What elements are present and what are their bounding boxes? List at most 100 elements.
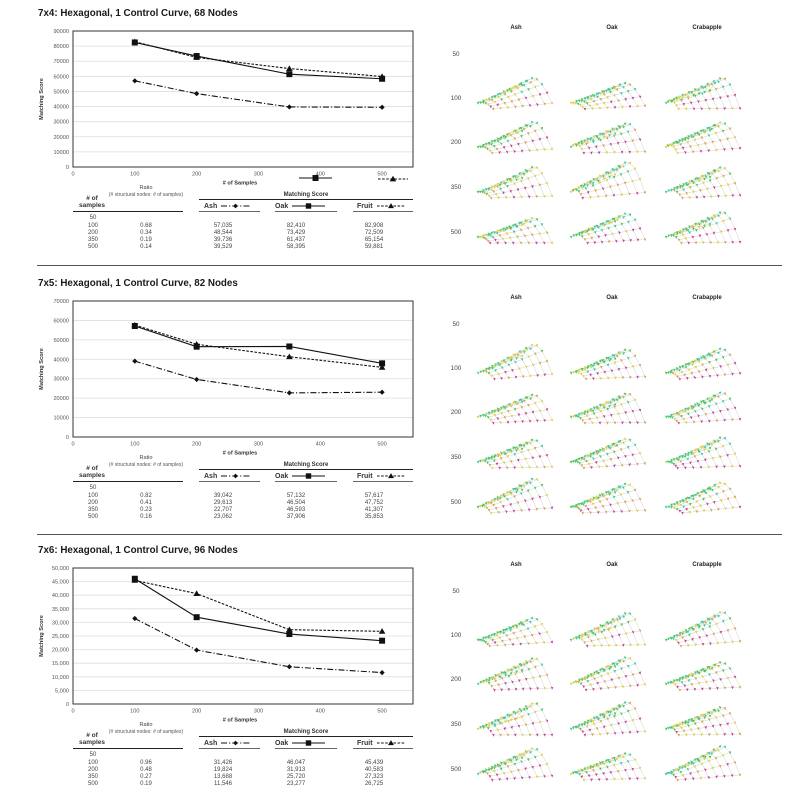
mesh-node-glyph [586,765,590,770]
mesh-node-glyph [596,372,599,376]
mesh-node-glyph [525,79,529,83]
mesh-node-glyph [575,504,578,507]
mesh-node-glyph [478,235,482,239]
mesh-node-glyph [592,457,595,461]
mesh-node-glyph [609,771,613,775]
mesh-node-glyph [578,231,581,235]
mesh-node-glyphs [476,702,554,737]
mesh-node-glyph [499,451,503,455]
mesh-node-glyph [681,630,685,634]
mesh-node-glyph [577,189,581,193]
mesh-node-glyph [608,446,611,450]
column-header-label: Fruit [357,739,373,747]
mesh-node-glyph [580,723,584,727]
mesh-node-glyph [514,687,518,691]
mesh-node-glyph [495,147,499,151]
mesh-node-glyph [672,188,676,192]
matching-score-header: Matching Score [283,191,329,198]
mesh-node-glyph [617,98,620,103]
mesh-node-glyph [692,673,695,677]
mesh-node-glyph [621,684,625,689]
mesh-node-glyph [688,180,691,184]
mesh-node-glyph [524,365,528,369]
header-rule [73,481,183,482]
mesh-node-glyph [704,491,708,495]
mesh-node-glyph [540,223,544,227]
mesh-node-glyph [602,762,606,766]
mesh-node-glyph [681,146,685,150]
mesh-node-glyph [578,103,582,107]
mesh-node-glyph [520,488,524,492]
mesh-node-glyph [707,759,711,763]
mesh-node-glyph [677,733,680,737]
mesh-node-glyph [482,639,486,643]
mesh-node-glyph [523,499,527,503]
mesh-node-glyph [511,625,515,629]
mesh-node-glyph [514,666,517,670]
mesh-node-glyph [501,639,504,643]
mesh-node-glyph [606,444,610,449]
mesh-node-glyph [706,82,709,86]
mesh-node-glyph [495,773,499,777]
mesh-node-glyph [633,488,637,492]
mesh-node-glyph [631,409,635,413]
mesh-node-glyph [491,107,495,111]
mesh-node-glyph [689,728,693,732]
column-header-label: Oak [275,739,289,747]
mesh-node-glyph [520,176,524,180]
cell-samples: 350 [87,774,99,780]
symbol-marker [233,740,239,746]
cell-oak: 73,429 [286,230,306,237]
mesh-node-glyph [703,448,706,452]
mesh-node-glyph [506,758,509,762]
mesh-node-glyph [519,241,523,245]
mesh-node-glyph [623,212,627,216]
mesh-render-thumbnail [569,81,647,111]
mesh-node-glyph [485,98,488,102]
mesh-node-glyph [487,508,491,512]
mesh-node-glyph [599,403,602,407]
mesh-node-glyph [583,733,587,737]
y-tick-label: 20,000 [52,648,69,654]
mesh-node-glyph [583,721,587,725]
mesh-node-glyphs [476,747,554,782]
mesh-node-glyphs [664,211,742,245]
mesh-node-glyph [509,503,512,507]
mesh-node-glyph [489,418,492,422]
mesh-node-glyph [633,662,637,666]
mesh-node-glyph [577,185,581,190]
mesh-node-glyph [513,182,516,186]
mesh-node-glyph [487,97,491,101]
mesh-node-glyph [597,496,600,500]
mesh-node-glyph [638,137,642,142]
y-tick-label: 40000 [53,357,69,363]
mesh-node-glyph [591,184,595,188]
mesh-node-glyph [592,99,596,103]
mesh-node-glyph [704,368,708,372]
mesh-node-glyph [508,177,511,181]
mesh-node-glyph [708,755,712,759]
mesh-node-glyph [487,232,491,236]
mesh-node-glyph [580,678,584,682]
mesh-node-glyph [723,392,727,396]
cell-oak: 46,047 [286,760,306,767]
mesh-node-glyph [487,679,491,683]
fruit-data-point [378,73,386,79]
mesh-node-glyph [509,770,513,774]
mesh-node-glyphs [569,212,647,245]
mesh-node-glyph [572,233,576,238]
mesh-node-glyph [597,179,600,183]
mesh-node-glyph [681,455,684,459]
mesh-render-thumbnail [476,165,554,200]
mesh-node-glyph [536,733,539,737]
mesh-node-glyph [622,215,625,219]
symbol-marker [387,473,394,479]
mesh-node-glyph [489,730,493,733]
mesh-node-glyph [700,733,703,737]
mesh-node-glyph [498,408,502,412]
column-rule [199,211,260,212]
mesh-node-glyph [498,137,502,141]
mesh-node-glyph [489,501,493,505]
cell-ratio: 0.96 [140,760,152,767]
mesh-node-glyphs [664,481,742,515]
